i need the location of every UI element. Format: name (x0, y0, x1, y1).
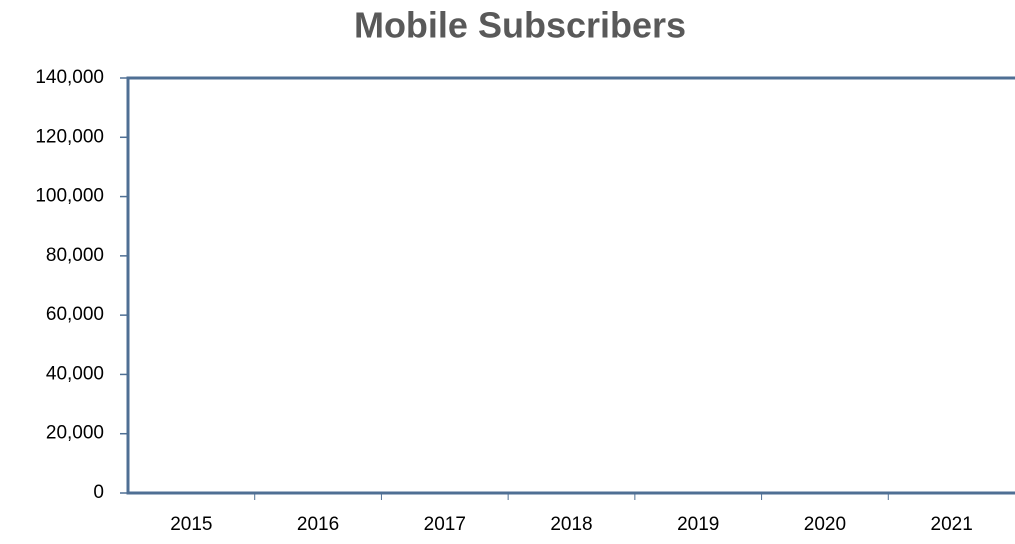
x-tick-label: 2017 (424, 514, 466, 535)
x-tick-label: 2016 (297, 514, 339, 535)
y-tick-label: 100,000 (35, 186, 104, 207)
x-tick-label: 2021 (931, 514, 973, 535)
y-tick-label: 140,000 (35, 67, 104, 88)
y-tick-label: 0 (93, 482, 104, 503)
y-tick-label: 60,000 (46, 304, 104, 325)
chart-title: Mobile Subscribers (354, 5, 686, 46)
y-tick-label: 120,000 (35, 126, 104, 147)
y-tick-label: 80,000 (46, 245, 104, 266)
x-tick-label: 2019 (677, 514, 719, 535)
x-tick-label: 2020 (804, 514, 846, 535)
y-tick-label: 40,000 (46, 363, 104, 384)
x-tick-label: 2015 (170, 514, 212, 535)
y-tick-label: 20,000 (46, 423, 104, 444)
x-tick-label: 2018 (550, 514, 592, 535)
